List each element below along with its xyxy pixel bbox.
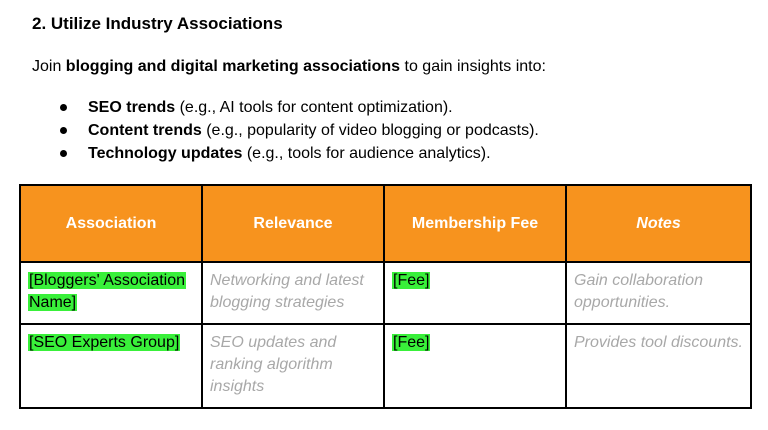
notes-text: Gain collaboration opportunities. (574, 272, 703, 311)
bullet-icon (60, 127, 67, 134)
notes-cell: Gain collaboration opportunities. (565, 261, 752, 325)
bullet-icon (60, 150, 67, 157)
association-name: [Bloggers' Association Name] (28, 272, 187, 311)
table-row: [Bloggers' Association Name] Networking … (19, 261, 752, 325)
relevance-text: SEO updates and ranking algorithm insigh… (210, 334, 337, 395)
bullet-bold: Technology updates (88, 145, 243, 162)
header-association: Association (19, 184, 203, 263)
fee-cell: [Fee] (383, 323, 567, 409)
intro-bold: blogging and digital marketing associati… (65, 58, 401, 75)
intro-paragraph: Join blogging and digital marketing asso… (32, 58, 546, 76)
bullet-bold: Content trends (88, 122, 202, 139)
fee-value: [Fee] (392, 272, 431, 289)
section-heading: 2. Utilize Industry Associations (32, 14, 283, 33)
insight-list: SEO trends (e.g., AI tools for content o… (60, 96, 539, 165)
bullet-text: (e.g., AI tools for content optimization… (175, 99, 453, 116)
intro-suffix: to gain insights into: (400, 58, 546, 75)
associations-table: Association Relevance Membership Fee Not… (19, 184, 752, 409)
intro-prefix: Join (32, 58, 66, 75)
relevance-text: Networking and latest blogging strategie… (210, 272, 364, 311)
table-row: [SEO Experts Group] SEO updates and rank… (19, 323, 752, 409)
bullet-text: (e.g., tools for audience analytics). (242, 145, 491, 162)
notes-text: Provides tool discounts. (574, 334, 743, 351)
list-item: SEO trends (e.g., AI tools for content o… (60, 96, 539, 119)
fee-value: [Fee] (392, 334, 431, 351)
bullet-bold: SEO trends (88, 99, 176, 116)
fee-cell: [Fee] (383, 261, 567, 325)
association-cell: [SEO Experts Group] (19, 323, 203, 409)
header-notes: Notes (565, 184, 752, 263)
relevance-cell: Networking and latest blogging strategie… (201, 261, 385, 325)
table-header-row: Association Relevance Membership Fee Not… (19, 184, 752, 263)
bullet-icon (60, 104, 67, 111)
header-membership-fee: Membership Fee (383, 184, 567, 263)
bullet-text: (e.g., popularity of video blogging or p… (201, 122, 539, 139)
list-item: Content trends (e.g., popularity of vide… (60, 119, 539, 142)
association-name: [SEO Experts Group] (28, 334, 181, 351)
notes-cell: Provides tool discounts. (565, 323, 752, 409)
header-relevance: Relevance (201, 184, 385, 263)
relevance-cell: SEO updates and ranking algorithm insigh… (201, 323, 385, 409)
list-item: Technology updates (e.g., tools for audi… (60, 142, 539, 165)
association-cell: [Bloggers' Association Name] (19, 261, 203, 325)
